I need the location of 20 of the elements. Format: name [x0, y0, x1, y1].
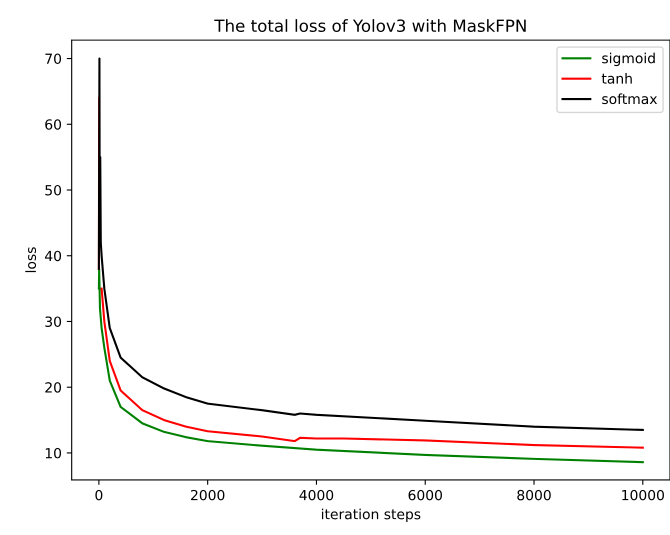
y-tick-label: 30 [45, 316, 62, 327]
x-tick-label: 0 [95, 490, 102, 500]
y-tick-label: 70 [45, 54, 62, 64]
x-tick-label: 10000 [622, 490, 664, 500]
y-tick-label: 60 [45, 119, 62, 130]
x-tick-label: 2000 [191, 490, 224, 500]
y-tick-label: 50 [45, 184, 62, 196]
x-tick-label: 8000 [517, 490, 551, 500]
chart-title: The total loss of Yolov3 with MaskFPN [214, 19, 526, 32]
y-tick-label: 40 [44, 250, 62, 262]
x-tick-label: 6000 [408, 490, 442, 500]
x-tick-label: 4000 [299, 490, 334, 500]
legend-label: softmax [602, 93, 658, 104]
x-axis-title: iteration steps [322, 508, 420, 522]
legend-label: tanh [602, 73, 632, 84]
y-axis-title: loss [25, 247, 36, 272]
y-tick-label: 10 [46, 448, 62, 458]
y-tick-label: 20 [45, 382, 62, 393]
legend-label: sigmoid [602, 52, 655, 66]
line-series [98, 268, 644, 464]
